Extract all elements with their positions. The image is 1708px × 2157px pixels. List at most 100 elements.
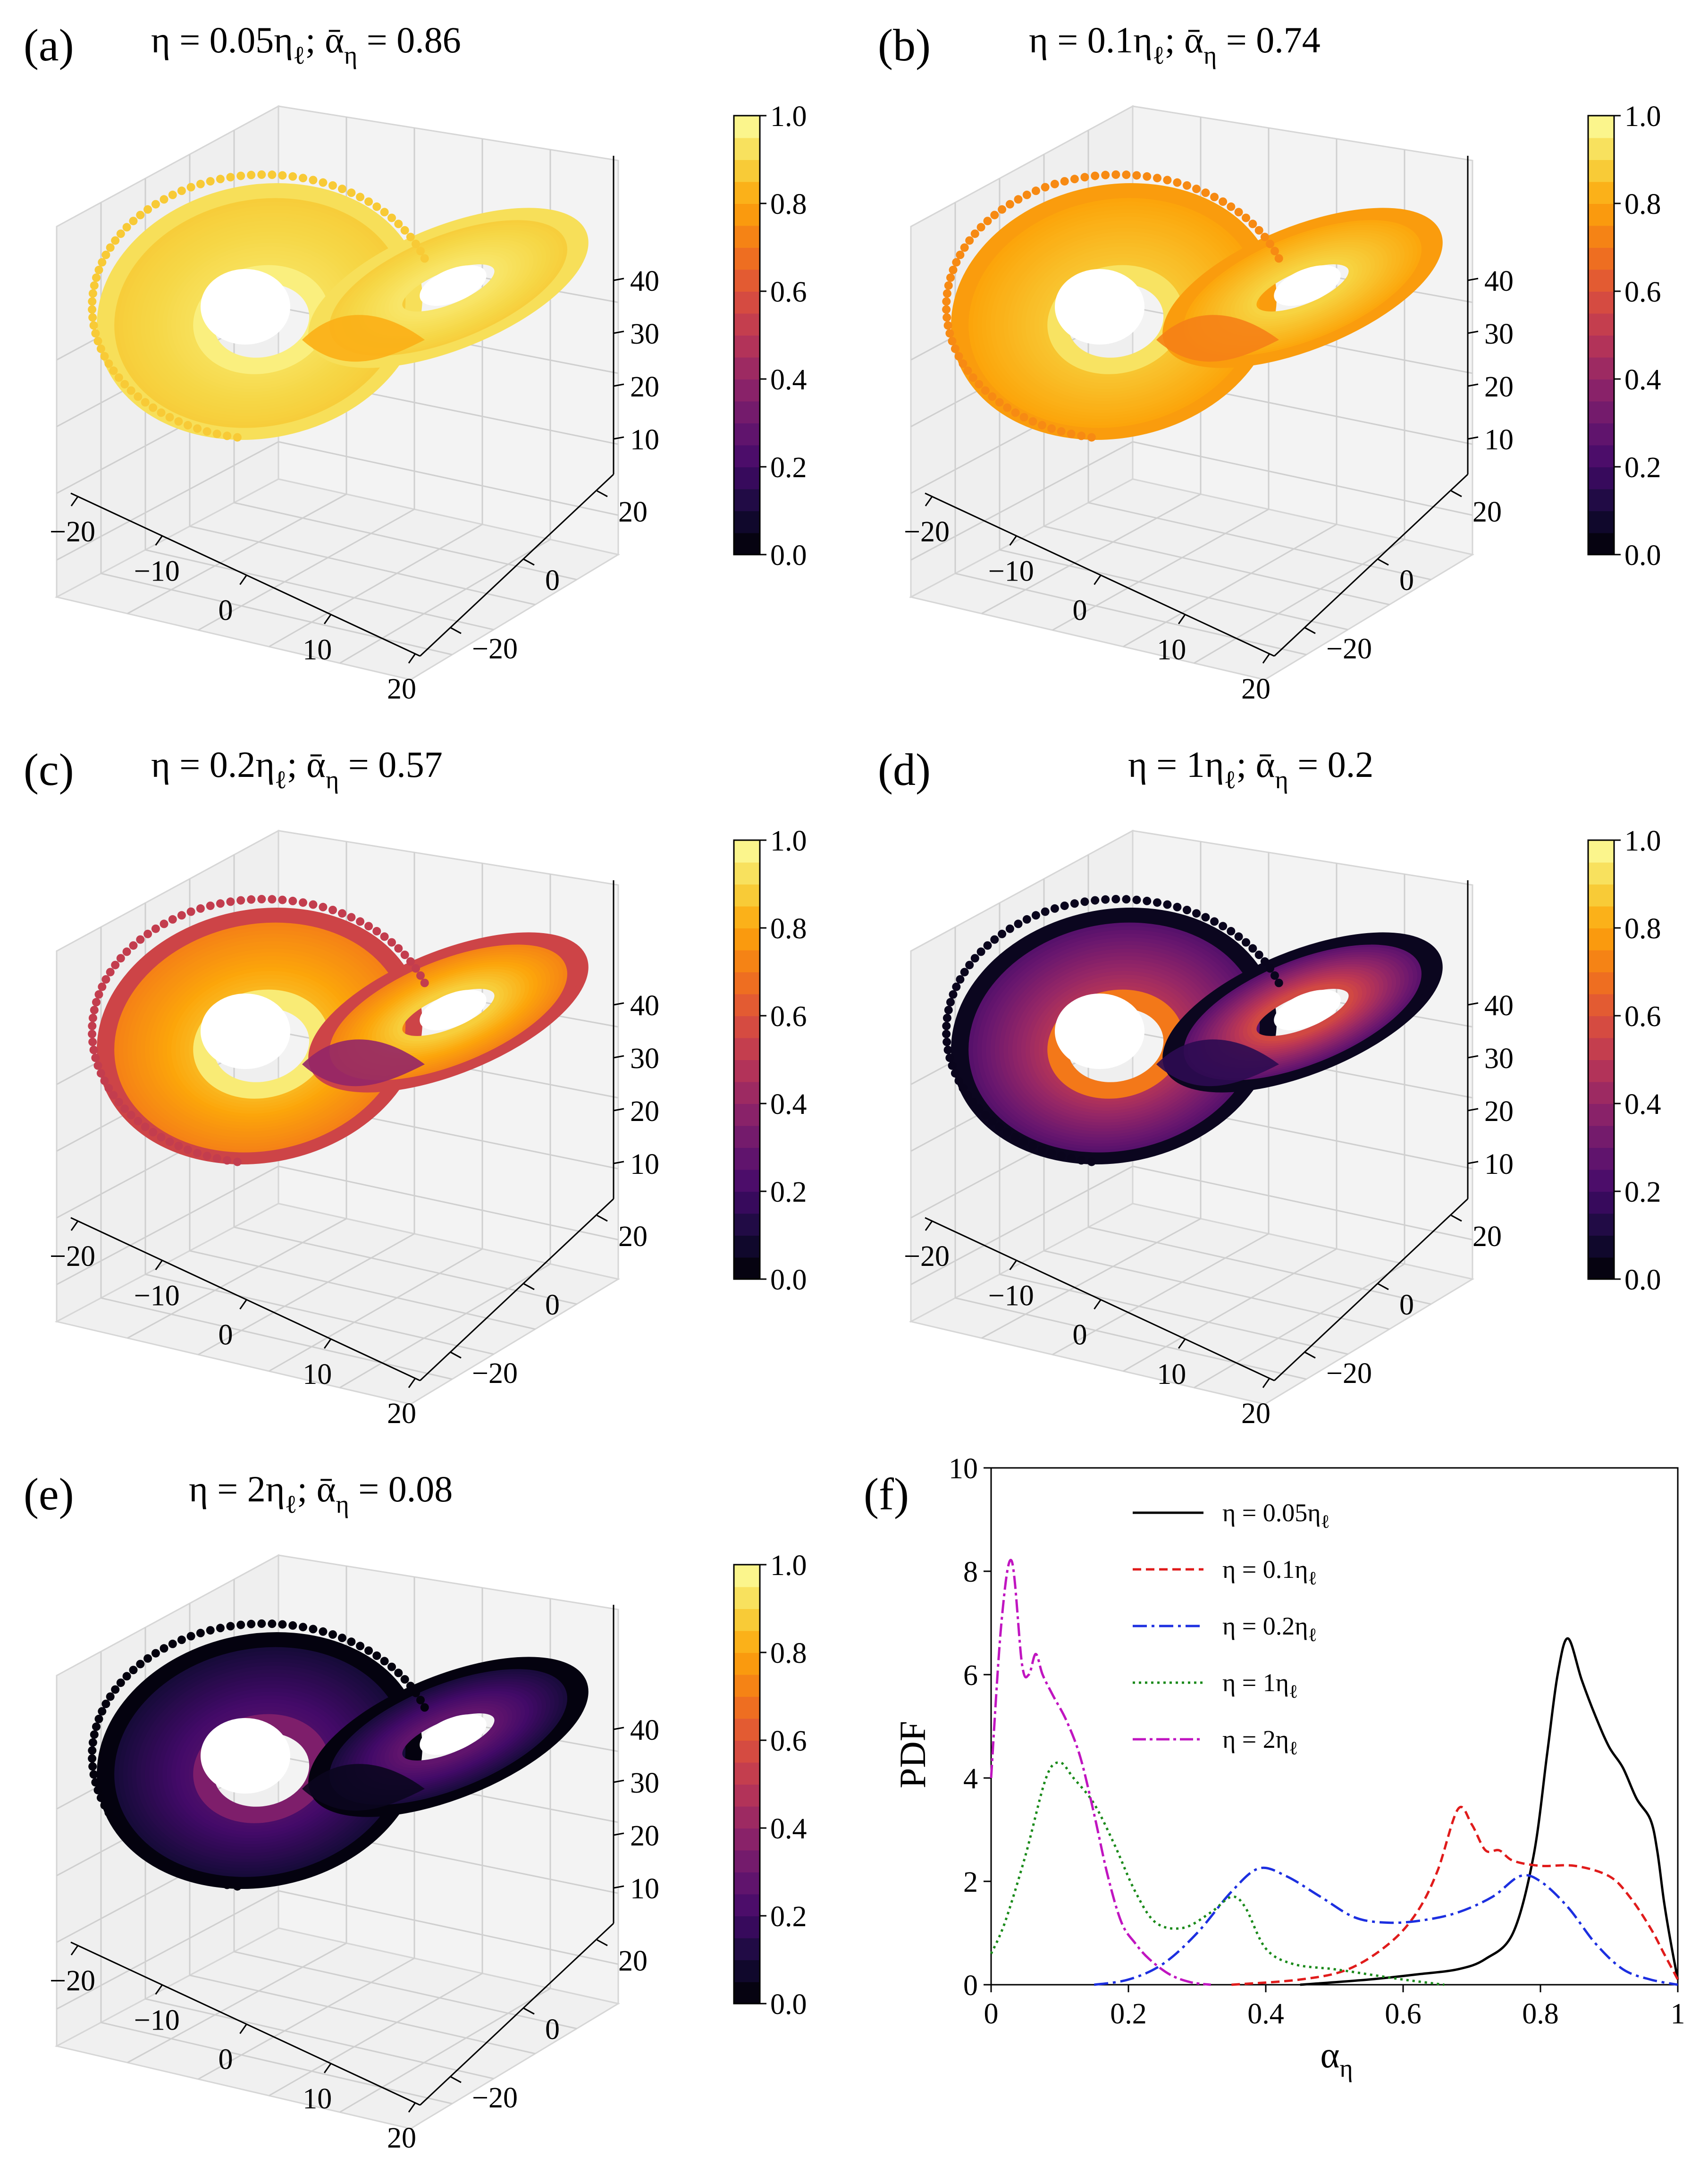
y-tick-label: −20 [472, 2082, 518, 2114]
colorbar-tick-label: 1.0 [770, 1550, 807, 1582]
right-hole [420, 1714, 487, 1755]
colorbar-tick-label: 0.4 [1624, 1088, 1661, 1121]
colorbar-tick-label: 0.2 [770, 1176, 807, 1208]
colorbar: 0.0 0.2 0.4 0.6 0.8 1.0 [733, 1550, 807, 2021]
legend-label-2: η = 0.2ηℓ [1222, 1612, 1317, 1645]
z-tick-label: 10 [630, 1148, 659, 1180]
y-tick-label: −20 [472, 1357, 518, 1390]
x-axis: −20 −10 0 10 20 [904, 1217, 1275, 1430]
x-tick-label: 0 [1073, 595, 1087, 627]
colorbar-tick-label: 0.6 [1624, 276, 1661, 308]
colorbar-tick-label: 1.0 [1624, 101, 1661, 133]
left-hole [1055, 269, 1144, 345]
outer-rim-markers [88, 1619, 429, 1891]
pane-floor [909, 478, 1474, 681]
lorenz-attractor [97, 183, 589, 440]
colorbar-tick-label: 0.8 [1624, 188, 1661, 220]
central-strand [1156, 1039, 1279, 1087]
y-axis: −20 0 20 [419, 473, 648, 665]
plot-frame [990, 1467, 1679, 1986]
y-tick-label: 8 [963, 1556, 978, 1588]
panel-label: (e) [24, 1469, 74, 1519]
wing-right-ring [397, 984, 500, 1041]
y-axis: −20 0 20 [1273, 1198, 1502, 1390]
central-strand [302, 1764, 425, 1811]
z-tick-label: 30 [630, 318, 659, 350]
pane-floor [909, 1203, 1474, 1405]
x-axis: −20 −10 0 10 20 [50, 1217, 421, 1430]
attractor-3d-plot: −20 −10 0 10 20 −20 0 20 10 20 30 40 0.0 0.2 0.4 0.6 0.8… [904, 101, 1661, 705]
colorbar-tick-label: 0.4 [770, 1088, 807, 1121]
series-line-3 [990, 1761, 1445, 1986]
pane-floor [54, 478, 620, 681]
x-tick-label: −20 [50, 516, 95, 548]
x-tick-label: 0 [219, 595, 233, 627]
lorenz-attractor [97, 908, 589, 1164]
colorbar-tick-label: 0.2 [770, 1901, 807, 1933]
colorbar-tick-label: 0.4 [1624, 364, 1661, 396]
legend-label-1: η = 0.1ηℓ [1222, 1555, 1317, 1589]
wing-right-ring [397, 1708, 500, 1766]
colorbar-tick-label: 0.6 [770, 1001, 807, 1033]
x-tick-label: 0 [1073, 1319, 1087, 1351]
y-tick-label: 20 [618, 1945, 648, 1977]
colorbar-tick-label: 0.6 [770, 1725, 807, 1757]
right-hole [1274, 265, 1341, 306]
y-tick-label: 0 [1399, 1289, 1414, 1321]
z-tick-label: 40 [1484, 265, 1514, 297]
legend-label-4: η = 2ηℓ [1222, 1725, 1298, 1759]
series-group [990, 1559, 1679, 1986]
left-hole [201, 269, 290, 345]
z-axis: 10 20 30 40 [613, 880, 659, 1199]
z-tick-label: 10 [1484, 1148, 1514, 1180]
x-tick-label: 10 [303, 1358, 332, 1390]
x-tick-label: 1 [1671, 1998, 1685, 2030]
y-tick-label: 20 [1472, 1221, 1502, 1253]
series-line-1 [1231, 1806, 1679, 1986]
colorbar-tick-label: 0.0 [770, 1264, 807, 1296]
z-axis: 10 20 30 40 [613, 1605, 659, 1923]
colorbar-tick-label: 0.0 [770, 1988, 807, 2021]
colorbar-tick-label: 0.2 [1624, 452, 1661, 484]
y-tick-label: 0 [1399, 565, 1414, 597]
z-axis: 10 20 30 40 [1467, 880, 1514, 1199]
outer-rim-markers [942, 170, 1283, 442]
lorenz-attractor [97, 1632, 589, 1889]
z-tick-label: 30 [630, 1767, 659, 1799]
colorbar-tick-label: 0.8 [770, 1637, 807, 1669]
colorbar-tick-label: 0.2 [770, 452, 807, 484]
right-hole [1274, 990, 1341, 1030]
series-line-4 [990, 1559, 1211, 1986]
y-tick-label: −20 [472, 633, 518, 665]
z-tick-label: 40 [630, 1714, 659, 1746]
central-strand [302, 1039, 425, 1087]
z-tick-label: 20 [1484, 371, 1514, 403]
y-tick-label: 0 [545, 1289, 560, 1321]
y-tick-label: 0 [545, 565, 560, 597]
attractor-panel-d: (d) η = 1ηℓ; ᾱη = 0.2 −20 −10 0 10 20 −20 0 20 10 2… [854, 725, 1704, 1432]
x-tick-label: 0 [219, 1319, 233, 1351]
x-tick-label: −10 [134, 2004, 180, 2036]
x-tick-label: −10 [134, 1280, 180, 1312]
y-axis-label: PDF [892, 1721, 933, 1788]
attractor-3d-plot: −20 −10 0 10 20 −20 0 20 10 20 30 40 0.0 0.2 0.4 0.6 0.8… [50, 101, 807, 705]
x-tick-label: −20 [904, 1240, 950, 1272]
attractor-panel-a: (a) η = 0.05ηℓ; ᾱη = 0.86 −20 −10 0 10 20 −20 0 2… [0, 0, 850, 708]
colorbar: 0.0 0.2 0.4 0.6 0.8 1.0 [1587, 825, 1661, 1296]
y-tick-label: −20 [1326, 633, 1372, 665]
x-tick-label: 10 [303, 2083, 332, 2115]
colorbar-tick-label: 0.8 [770, 913, 807, 945]
colorbar-tick-label: 0.0 [1624, 1264, 1661, 1296]
y-axis: −20 0 20 [1273, 473, 1502, 665]
legend-label-0: η = 0.05ηℓ [1222, 1499, 1330, 1532]
x-tick-label: −20 [50, 1240, 95, 1272]
z-tick-label: 40 [630, 265, 659, 297]
x-tick-label: 10 [1157, 634, 1186, 666]
x-tick-label: 0.6 [1385, 1998, 1422, 2030]
central-strand [302, 315, 425, 362]
x-tick-label: 0.4 [1247, 1998, 1284, 2030]
attractor-3d-plot: −20 −10 0 10 20 −20 0 20 10 20 30 40 0.0 0.2 0.4 0.6 0.8… [50, 1550, 807, 2154]
colorbar-tick-label: 0.6 [770, 276, 807, 308]
z-tick-label: 30 [1484, 318, 1514, 350]
z-tick-label: 10 [630, 424, 659, 456]
